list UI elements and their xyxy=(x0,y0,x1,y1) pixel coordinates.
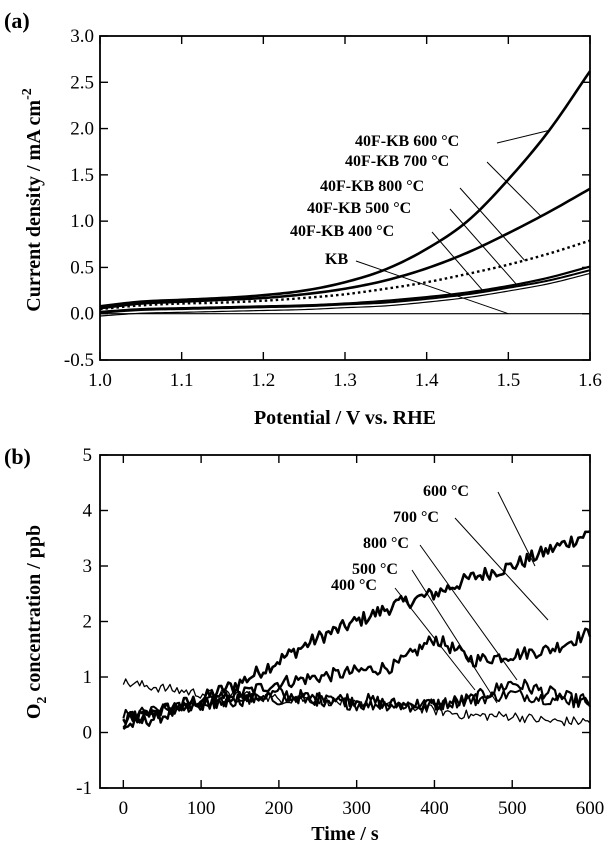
plot-a-xtick-label: 1.2 xyxy=(251,370,275,391)
plot-b-series-line xyxy=(122,627,592,730)
plot-a-series-line xyxy=(99,269,591,314)
plot-a-ytick-label: -0.5 xyxy=(64,350,94,371)
plot-a-series-label: 40F-KB 800 °C xyxy=(320,178,424,195)
plot-a-ylabel-main: Current density / mA cm xyxy=(23,100,45,312)
plot-b-ytick-label: 5 xyxy=(83,445,93,466)
plot-b-xtick-label: 500 xyxy=(498,798,527,819)
plot-b-xtick-label: 100 xyxy=(187,798,216,819)
plot-b-ytick-label: -1 xyxy=(76,778,92,799)
plot-a-series-label: 40F-KB 700 °C xyxy=(345,153,449,170)
plot-b: 0 100 200 300 400 500 600 -1 0 1 2 3 4 5 600 °C 700 °C 8… xyxy=(76,445,604,819)
plot-a-ytick-label: 2.0 xyxy=(70,119,94,140)
plot-a-ytick-label: 3.0 xyxy=(70,26,94,47)
plot-a-ylabel: Current density / mA cm-2 xyxy=(20,88,45,312)
plot-a-series-label: 40F-KB 500 °C xyxy=(307,200,411,217)
plot-a-series-line-double xyxy=(99,272,591,317)
plot-a-ytick-label: 1.0 xyxy=(70,211,94,232)
plot-a-ylabel-sup: -2 xyxy=(20,88,35,100)
plot-b-leader-line xyxy=(497,491,536,567)
plot-b-ylabel-main: O xyxy=(23,704,45,720)
plot-b-ytick-label: 0 xyxy=(83,723,93,744)
plot-a-leader-line xyxy=(449,208,517,285)
plot-b-xlabel: Time / s xyxy=(311,823,379,845)
plot-b-series-label: 500 °C xyxy=(352,561,398,578)
plot-a-xlabel: Potential / V vs. RHE xyxy=(254,407,436,429)
plot-a-ylabel-group: Current density / mA cm-2 xyxy=(20,88,45,312)
plot-a-ytick-label: 1.5 xyxy=(70,165,94,186)
plot-a-ytick-label: 0.0 xyxy=(70,304,94,325)
plot-a-ytick-label: 2.5 xyxy=(70,72,94,93)
plot-a-series-line xyxy=(99,70,592,308)
plot-b-ytick-label: 4 xyxy=(83,501,93,522)
plot-b-ylabel-group: O2 concentration / ppb xyxy=(23,525,50,719)
plot-b-xtick-label: 600 xyxy=(576,798,605,819)
plot-a: 1.0 1.1 1.2 1.3 1.4 1.5 1.6 -0.5 0.0 0.5 1.0 1.5 2.0… xyxy=(64,26,602,391)
plot-b-ylabel-rest: concentration / ppb xyxy=(23,525,45,697)
plot-a-xtick-label: 1.0 xyxy=(88,370,112,391)
plot-b-xtick-label: 400 xyxy=(420,798,449,819)
plot-a-leader-line xyxy=(496,129,550,144)
plot-a-series-label: KB xyxy=(325,251,348,268)
plot-a-leader-line xyxy=(486,161,542,217)
plot-b-series-line xyxy=(122,689,591,719)
plot-b-series-label: 700 °C xyxy=(393,509,439,526)
plot-a-xtick-label: 1.4 xyxy=(415,370,439,391)
plot-b-ytick-label: 2 xyxy=(83,612,93,633)
plot-a-leader-line xyxy=(355,260,509,315)
plot-b-ylabel: O2 concentration / ppb xyxy=(23,525,50,719)
plot-a-xtick-label: 1.5 xyxy=(496,370,520,391)
plot-b-ylabel-sub: 2 xyxy=(35,697,50,704)
plot-b-leader-line xyxy=(454,517,549,621)
plot-a-leader-line xyxy=(459,187,526,261)
plot-b-series-label: 400 °C xyxy=(331,577,377,594)
plot-a-series-label: 40F-KB 400 °C xyxy=(290,223,394,240)
plot-a-xtick-label: 1.6 xyxy=(578,370,602,391)
plot-b-ytick-label: 1 xyxy=(83,667,93,688)
plot-a-xtick-label: 1.3 xyxy=(333,370,357,391)
plot-b-series-line xyxy=(122,678,591,729)
plot-b-leader-line xyxy=(394,587,476,691)
plot-a-series-line xyxy=(99,187,591,310)
plot-b-leader-line xyxy=(419,544,518,681)
plot-b-series-label: 800 °C xyxy=(363,535,409,552)
plot-b-xtick-label: 300 xyxy=(342,798,371,819)
plot-a-series-label: 40F-KB 600 °C xyxy=(355,133,459,150)
plot-a-leader-line xyxy=(431,231,485,293)
plot-b-xtick-label: 200 xyxy=(265,798,294,819)
plot-a-frame xyxy=(99,35,591,361)
plot-b-xtick-label: 0 xyxy=(119,798,129,819)
plot-a-ytick-label: 0.5 xyxy=(70,257,94,278)
plot-a-xtick-label: 1.1 xyxy=(170,370,194,391)
plot-b-series-label: 600 °C xyxy=(423,483,469,500)
panel-b-label: (b) xyxy=(4,444,31,469)
plot-b-ytick-label: 3 xyxy=(83,556,93,577)
plot-b-series-line xyxy=(122,678,591,727)
plot-b-leader-line xyxy=(411,569,498,704)
plot-b-frame xyxy=(99,454,591,789)
panel-a-label: (a) xyxy=(4,8,30,33)
